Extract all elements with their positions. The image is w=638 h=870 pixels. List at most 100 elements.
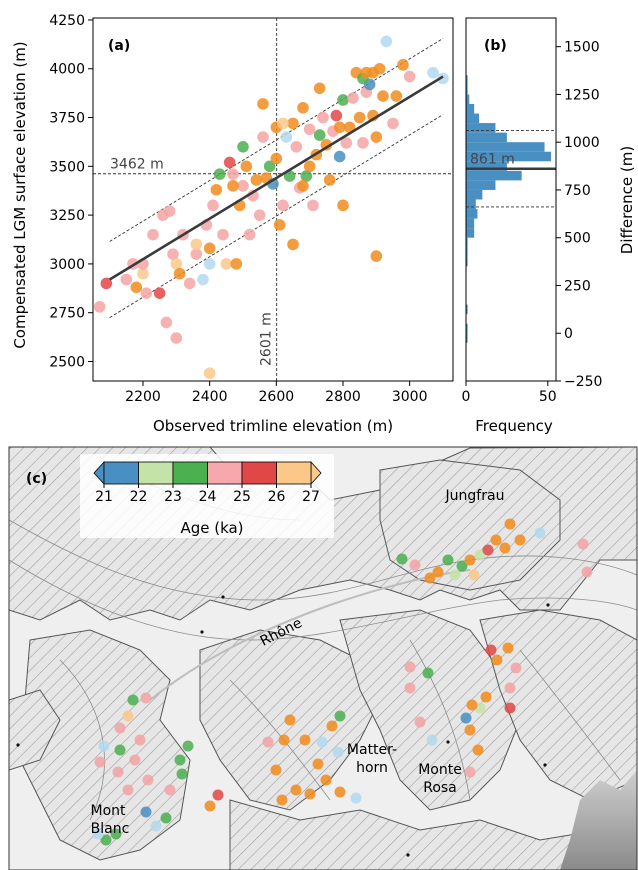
fit-line — [108, 75, 444, 281]
data-point — [297, 180, 309, 192]
data-point — [213, 168, 226, 180]
data-point — [300, 170, 313, 182]
histogram-bar — [466, 218, 475, 229]
histogram-bar — [466, 161, 507, 171]
data-point — [160, 316, 173, 329]
terrain-shading — [560, 770, 637, 870]
age-colorbar: 21 22 23 24 25 26 27 Age (ka) — [80, 454, 334, 538]
colorbar-segment — [172, 461, 208, 485]
data-point — [297, 101, 309, 114]
data-point — [290, 141, 303, 153]
y-tick-label: 3500 — [49, 159, 85, 175]
data-point — [220, 258, 233, 270]
scatter-points — [93, 35, 449, 379]
histogram-bar — [466, 228, 475, 238]
data-point — [183, 277, 196, 290]
place-label-monte-rosa-1: Monte — [418, 762, 462, 778]
x-tick-label: 2200 — [125, 389, 161, 405]
data-point — [403, 70, 416, 83]
data-point — [273, 219, 286, 231]
histogram-bar — [466, 132, 507, 143]
histogram-bar — [466, 123, 496, 133]
histogram-bar — [466, 189, 483, 200]
data-point — [277, 199, 289, 212]
reference-dots — [16, 595, 550, 857]
colorbar-tick-label: 23 — [164, 489, 182, 505]
data-point — [330, 109, 343, 122]
data-point — [140, 287, 153, 299]
y-tick-label: 4250 — [49, 13, 85, 29]
data-point — [313, 82, 326, 95]
histogram-bar — [466, 247, 468, 257]
histogram-bar — [466, 142, 545, 152]
histogram-bar — [466, 209, 478, 219]
place-label-mont-blanc-1: Mont — [90, 803, 126, 819]
data-point — [333, 121, 346, 134]
data-point — [287, 238, 299, 251]
panel-a: 2200 2400 2600 2800 3000 2500 2750 3000 3250 350… — [11, 13, 454, 435]
colorbar-ticks: 21 22 23 24 25 26 27 — [95, 484, 320, 505]
panel-label-b: (b) — [484, 38, 507, 54]
data-point — [333, 150, 346, 163]
y-tick-label-b: −250 — [564, 374, 602, 390]
colorbar-tick-label: 26 — [268, 489, 286, 505]
colorbar-tick-label: 22 — [130, 489, 148, 505]
colorbar-segment — [207, 461, 243, 485]
data-point — [387, 117, 399, 130]
colorbar-tick-label: 21 — [95, 489, 113, 505]
data-point — [360, 66, 373, 79]
y-tick-label-b: 1000 — [564, 135, 600, 151]
data-point — [257, 98, 269, 110]
histogram-bar — [466, 323, 468, 334]
data-point — [173, 267, 186, 280]
y-tick-label-b: 1250 — [564, 87, 600, 103]
data-point — [240, 160, 253, 173]
data-point — [120, 273, 133, 286]
data-point — [287, 117, 299, 130]
histogram-bar — [466, 84, 468, 95]
colorbar-tick-label: 24 — [199, 489, 217, 505]
data-point — [353, 111, 366, 124]
colorbar-segment — [276, 461, 312, 485]
data-point — [130, 281, 143, 294]
data-point — [230, 258, 243, 270]
x-tick-label: 2400 — [192, 389, 228, 405]
data-point — [280, 131, 293, 143]
data-point — [170, 332, 183, 344]
data-point — [170, 258, 183, 270]
plot-frame-a — [92, 17, 454, 382]
y-tick-label: 3750 — [49, 111, 85, 127]
panel-label-a: (a) — [108, 38, 130, 54]
histogram-bar — [466, 151, 552, 162]
regression-line — [108, 75, 444, 281]
y-axis-label-a: Compensated LGM surface elevation (m) — [11, 41, 29, 348]
data-point — [147, 228, 159, 241]
histogram-bar — [466, 103, 475, 114]
x-axis-ticks-b: 0 50 — [462, 381, 557, 405]
data-point — [237, 180, 249, 192]
data-point — [207, 199, 219, 212]
data-point — [223, 156, 236, 169]
data-point — [227, 168, 239, 180]
data-point — [210, 183, 223, 196]
data-point — [163, 205, 176, 218]
histogram-bar — [466, 75, 468, 85]
data-point — [237, 141, 249, 153]
map-sample-points — [92, 518, 593, 846]
histogram-bar — [466, 256, 468, 267]
data-point — [263, 160, 276, 173]
histogram-bar — [466, 94, 470, 104]
data-point — [100, 277, 113, 290]
data-point — [153, 287, 166, 299]
mean-reference-lines — [93, 18, 453, 381]
y-axis-ticks: 2500 2750 3000 3250 3500 3750 4000 4250 — [49, 13, 93, 370]
data-point — [190, 248, 203, 260]
data-point — [380, 35, 393, 48]
place-label-jungfrau: Jungfrau — [445, 488, 505, 504]
plot-frame-b — [465, 17, 557, 382]
data-point — [337, 94, 349, 106]
colorbar-segment — [241, 461, 277, 485]
x-tick-label: 3000 — [392, 389, 428, 405]
data-point — [373, 62, 386, 75]
data-point — [437, 72, 449, 85]
